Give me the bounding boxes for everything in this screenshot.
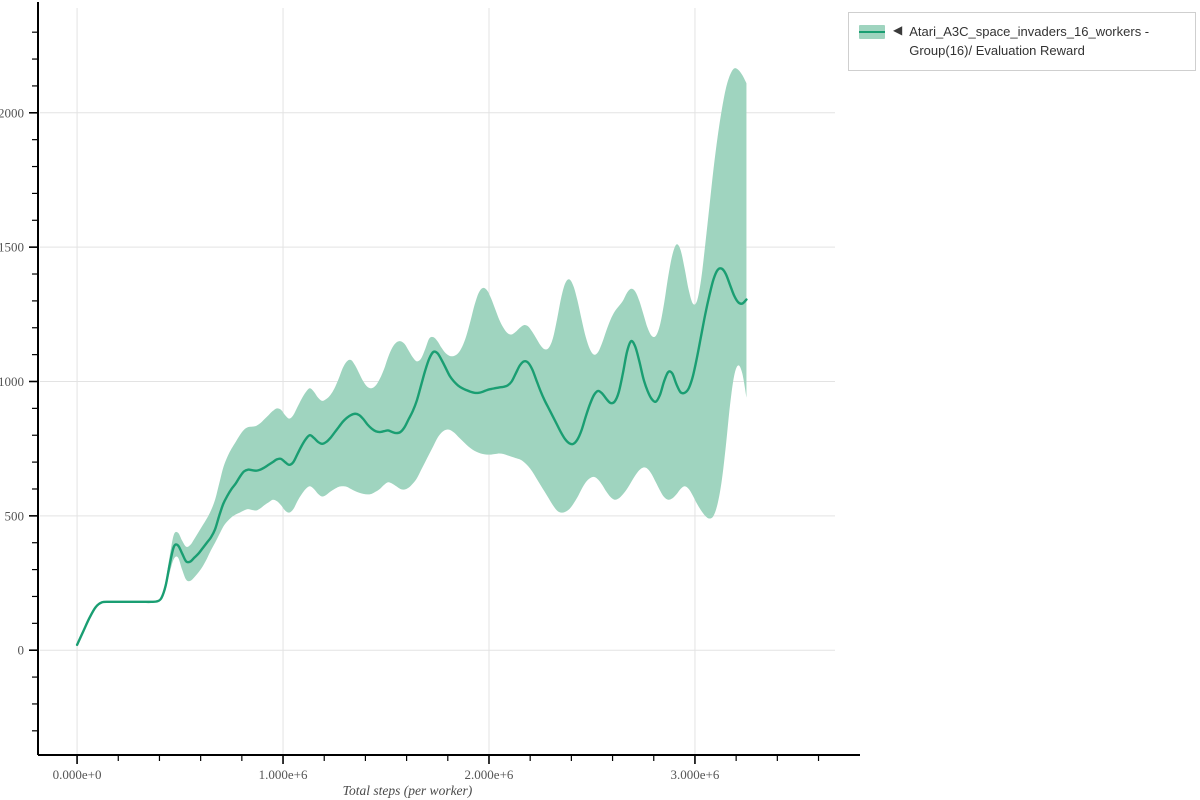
confidence-band — [77, 68, 747, 645]
legend-color-swatch-icon — [859, 25, 885, 39]
chart-legend[interactable]: ◀ Atari_A3C_space_invaders_16_workers - … — [848, 12, 1196, 71]
mean-line — [75, 267, 748, 647]
y-axis-tick-label: 1000 — [0, 374, 24, 389]
y-axis-tick-label: 1500 — [0, 240, 24, 255]
axes — [37, 2, 860, 756]
legend-item-label: Atari_A3C_space_invaders_16_workers - Gr… — [909, 24, 1150, 58]
legend-collapse-caret-icon[interactable]: ◀ — [893, 23, 903, 37]
x-axis-tick-label: 2.000e+6 — [465, 767, 514, 782]
x-axis-tick-label: 0.000e+0 — [53, 767, 102, 782]
y-axis-tick-label: 0 — [18, 643, 25, 658]
x-axis-tick-label: 3.000e+6 — [671, 767, 720, 782]
y-axis-tick-label: 500 — [5, 508, 25, 523]
axis-tick-labels: 0 500 1000 1500 2000 0.000e+0 1.000e+6 2.000e+6… — [0, 105, 720, 782]
x-axis-tick-label: 1.000e+6 — [259, 767, 308, 782]
axis-ticks — [29, 31, 820, 764]
x-axis-title: Total steps (per worker) — [343, 783, 473, 798]
legend-item[interactable]: ◀ Atari_A3C_space_invaders_16_workers - … — [859, 22, 1183, 60]
y-axis-tick-label: 2000 — [0, 105, 24, 120]
